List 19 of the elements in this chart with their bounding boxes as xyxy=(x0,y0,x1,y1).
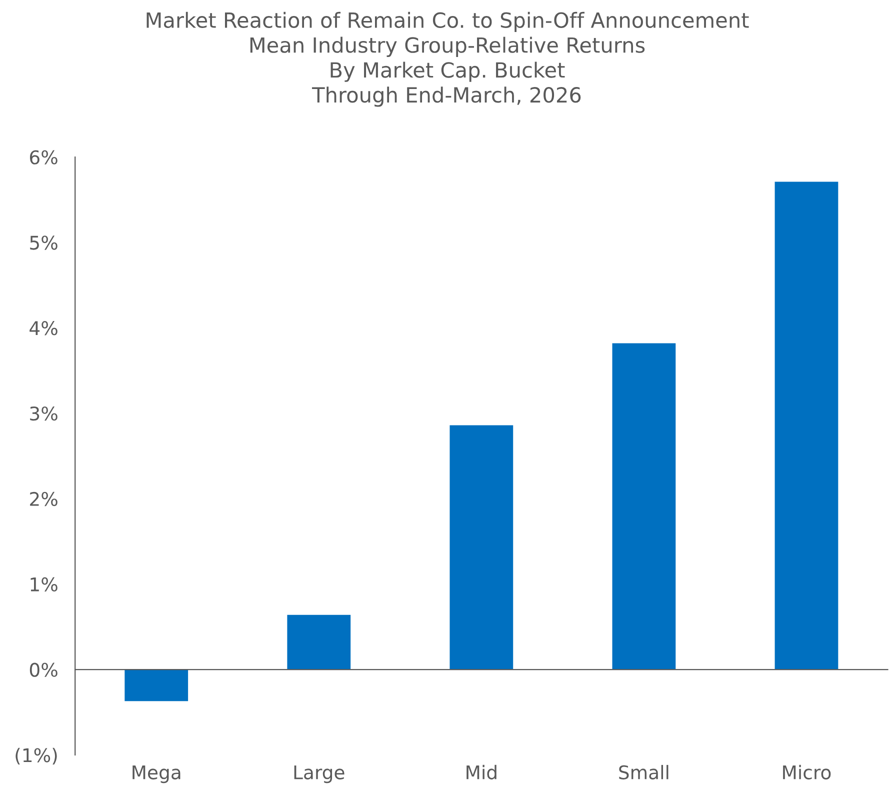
x-tick-label: Micro xyxy=(783,764,831,780)
y-tick-label: 1% xyxy=(30,577,58,592)
y-tick-label: 3% xyxy=(30,406,58,421)
y-tick-label: 4% xyxy=(30,321,58,336)
y-tick-label: 5% xyxy=(30,236,58,250)
y-tick-label: 2% xyxy=(30,492,58,506)
bar xyxy=(450,425,514,670)
chart-title: Market Reaction of Remain Co. to Spin-Off Announcement Mean Industry Group-Relative Returns By Market Cap. Bucket Through End-March, 2026 xyxy=(146,12,749,107)
x-tick-label: Mega xyxy=(132,766,180,784)
bar xyxy=(287,614,351,670)
y-tick-label: 6% xyxy=(30,150,58,164)
bar xyxy=(124,670,188,702)
x-tick-label: Mid xyxy=(466,764,496,780)
y-tick-label: (1%) xyxy=(16,748,57,765)
y-tick-label: 0% xyxy=(30,662,58,677)
bar xyxy=(774,182,838,670)
x-tick-label: Small xyxy=(619,764,668,780)
x-tick-label: Large xyxy=(294,766,344,784)
bar xyxy=(612,343,676,670)
